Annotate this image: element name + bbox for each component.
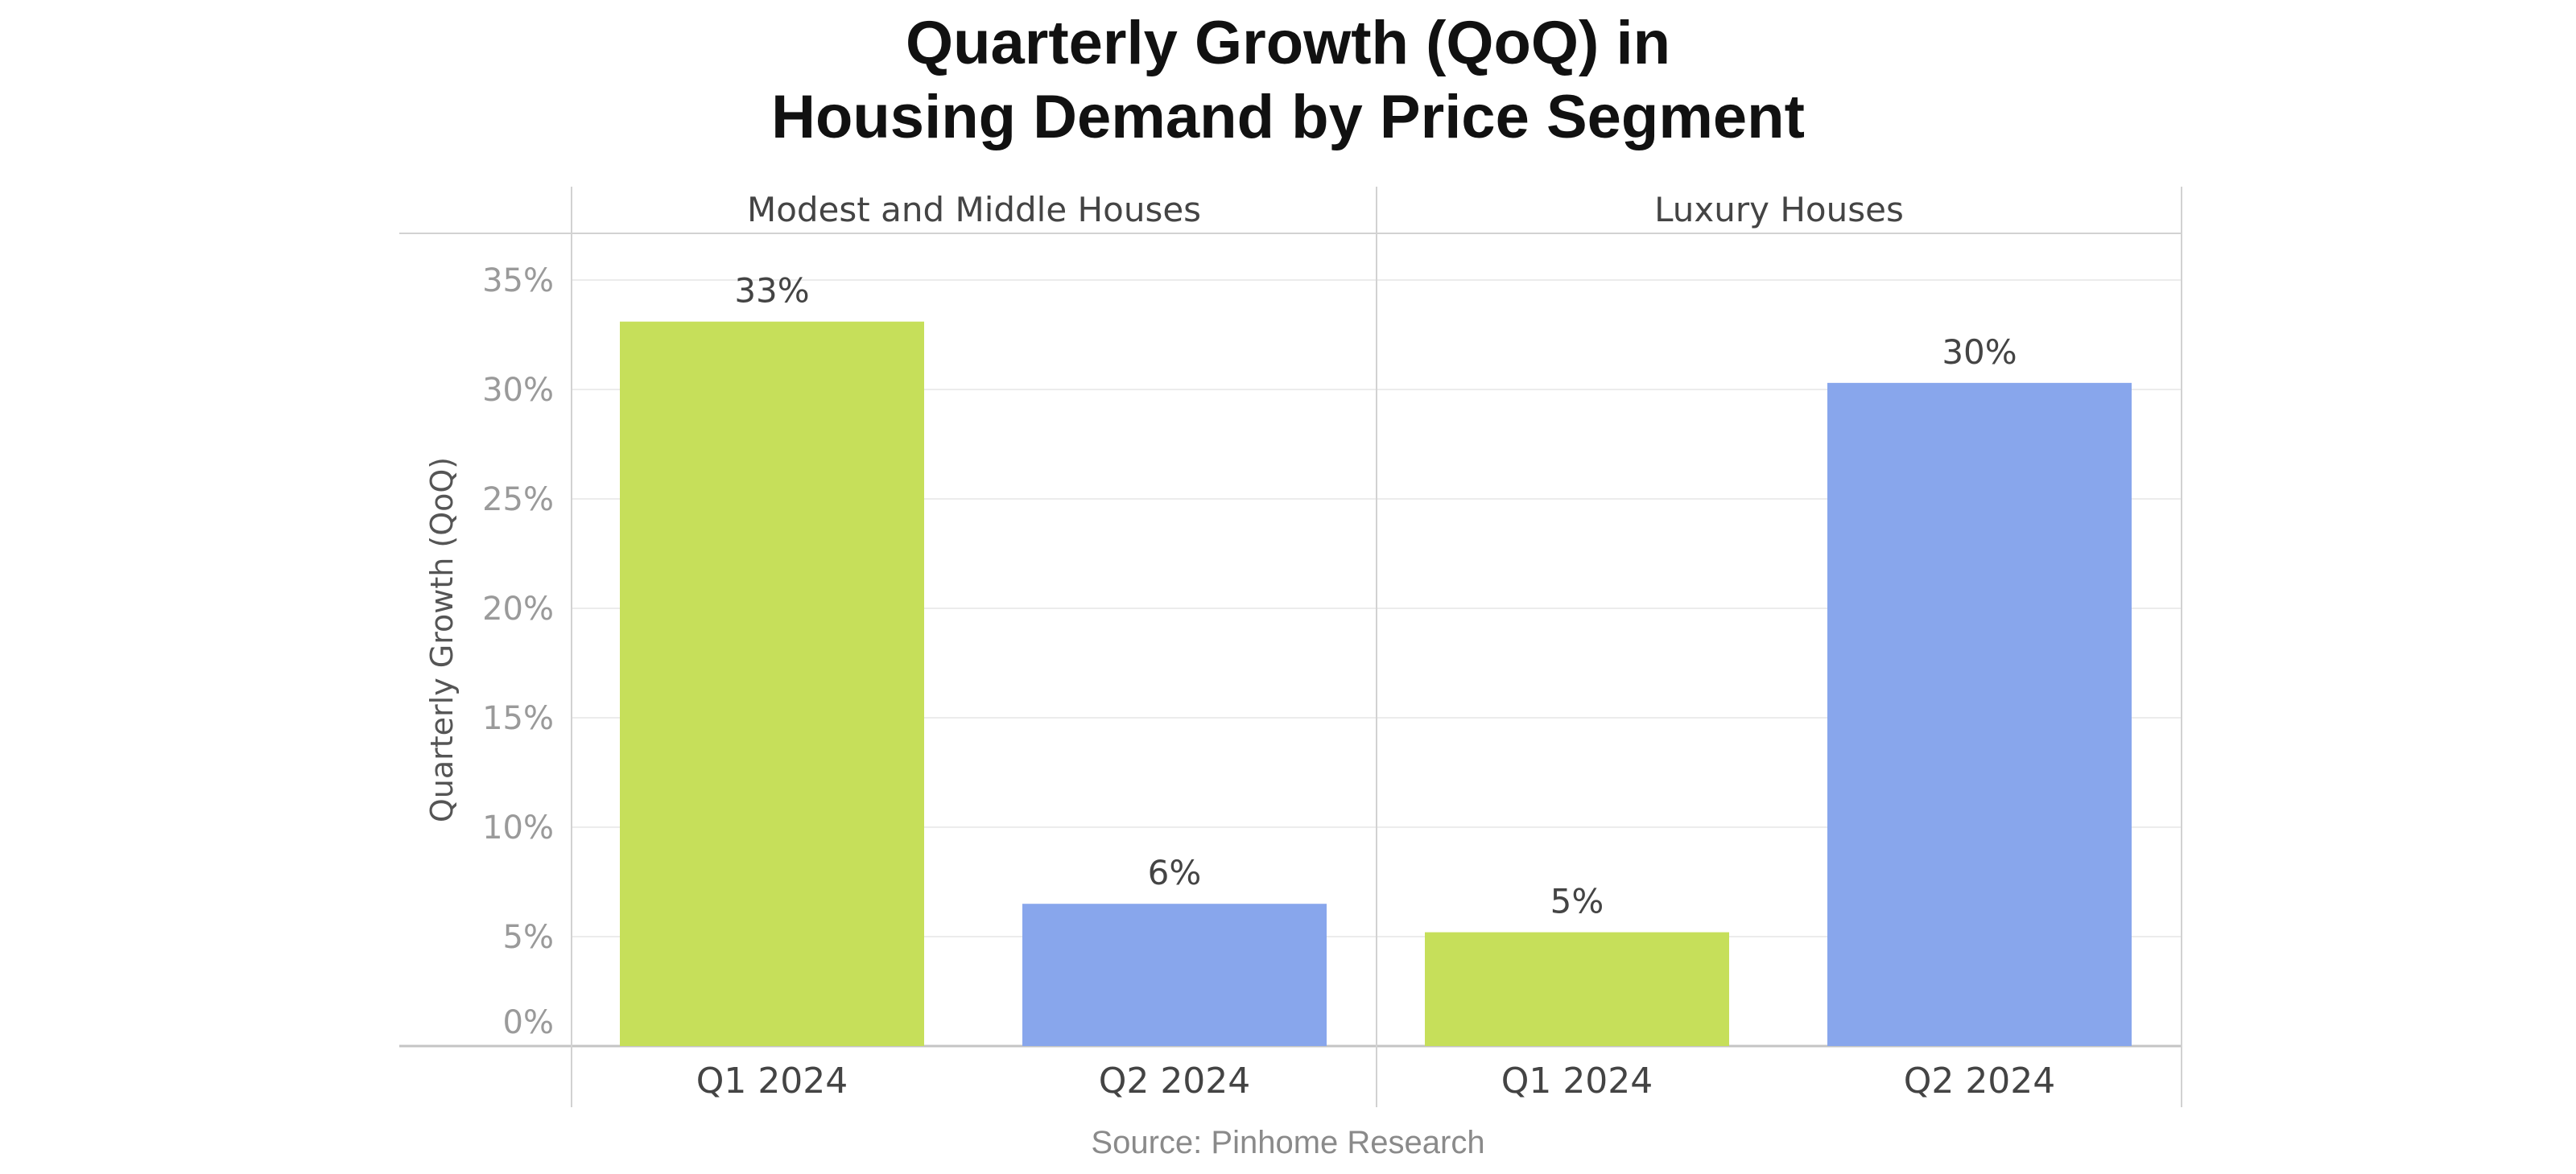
y-tick-label: 25% — [482, 481, 554, 518]
source-note: Source: Pinhome Research — [1091, 1125, 1485, 1160]
y-tick-label: 10% — [482, 809, 554, 847]
bar — [1022, 904, 1327, 1046]
y-tick-label: 5% — [503, 919, 554, 956]
bar — [1425, 932, 1729, 1046]
bars — [620, 321, 2132, 1047]
bar — [1827, 382, 2132, 1047]
data-label: 6% — [1148, 853, 1202, 892]
y-tick-label: 15% — [482, 700, 554, 737]
data-label: 33% — [734, 271, 809, 311]
panel-header: Luxury Houses — [1654, 190, 1904, 229]
chart-title-line-1: Quarterly Growth (QoQ) in — [905, 9, 1671, 77]
panel-header: Modest and Middle Houses — [747, 190, 1201, 229]
y-axis-title: Quarterly Growth (QoQ) — [424, 457, 460, 822]
y-tick-label: 20% — [482, 591, 554, 628]
x-tick-label: Q2 2024 — [1904, 1061, 2056, 1102]
x-tick-label: Q1 2024 — [696, 1061, 848, 1102]
y-tick-label: 30% — [482, 372, 554, 409]
y-tick-label: 0% — [503, 1004, 554, 1041]
labels: 0% 5% 10% 15% 20% 25% 30% 35% Quarterly Growth (… — [424, 190, 2055, 1102]
bar — [620, 321, 924, 1046]
chart-title: Quarterly Growth (QoQ) in Housing Demand… — [0, 6, 2576, 154]
y-tick-label: 35% — [482, 262, 554, 299]
data-label: 5% — [1550, 882, 1604, 921]
x-tick-label: Q2 2024 — [1099, 1061, 1251, 1102]
data-label: 30% — [1942, 332, 2017, 372]
x-tick-label: Q1 2024 — [1501, 1061, 1653, 1102]
chart-title-line-2: Housing Demand by Price Segment — [771, 83, 1805, 151]
